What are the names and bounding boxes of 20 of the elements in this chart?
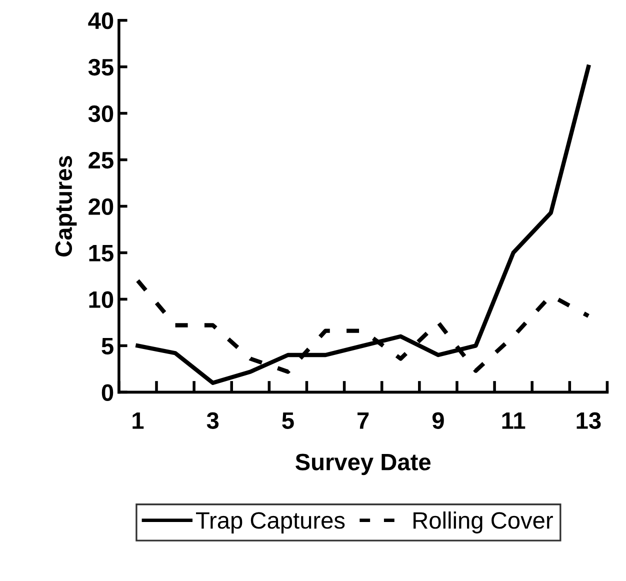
y-tick-label: 30 (88, 105, 114, 122)
y-tick-label: 5 (102, 338, 114, 354)
x-tick-label: 1 (132, 412, 144, 429)
x-axis-title: Survey Date (296, 454, 431, 476)
x-tick-label: 11 (502, 412, 526, 429)
y-tick-label: 0 (102, 384, 114, 401)
x-tick-label: 3 (206, 412, 219, 429)
y-tick-label: 15 (89, 245, 114, 262)
y-axis-title: Captures (55, 156, 77, 256)
x-tick-label: 7 (358, 412, 369, 429)
x-tick-label: 5 (282, 412, 294, 429)
legend-label: Trap Captures (196, 512, 345, 534)
x-tick-label: 9 (432, 412, 444, 429)
y-tick-label: 25 (88, 152, 114, 169)
y-tick-label: 10 (89, 291, 114, 308)
y-tick-label: 35 (88, 58, 114, 76)
x-tick-label: 13 (576, 412, 601, 429)
legend-label: Rolling Cover (414, 511, 553, 534)
y-tick-label: 20 (88, 198, 114, 216)
y-tick-label: 40 (88, 12, 114, 30)
